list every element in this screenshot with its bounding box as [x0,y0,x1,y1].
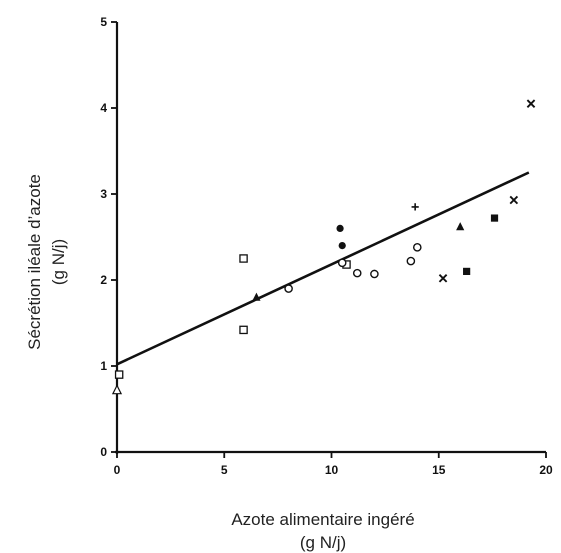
y-tick-label: 2 [100,273,107,287]
point-open-square [114,370,124,379]
point-open-circle [337,258,347,268]
point-open-circle [352,268,362,278]
point-open-circle [370,269,379,279]
x-tick-label: 0 [114,463,121,477]
regression-line [116,171,530,366]
y-axis-title-line-1: Sécrétion iléale d’azote [25,174,44,350]
y-tick-label: 5 [100,15,107,29]
x-axis-title-line-2: (g N/j) [300,533,346,552]
point-plus [411,203,419,211]
axes [115,22,546,454]
regression-line-group [116,171,530,366]
y-tick-label: 1 [100,359,107,373]
y-tick-label: 4 [100,101,107,115]
y-tick-label: 3 [100,187,107,201]
x-ticks: 0 5 10 15 20 [114,452,553,477]
point-open-triangle [111,384,123,395]
point-cross [438,274,448,283]
x-tick-label: 15 [432,463,446,477]
x-tick-label: 5 [221,463,228,477]
point-open-circle [406,256,416,266]
x-tick-label: 20 [539,463,553,477]
y-ticks: 0 1 2 3 4 5 [100,15,117,459]
x-axis-title-line-1: Azote alimentaire ingéré [231,510,414,529]
x-tick-label: 10 [325,463,339,477]
point-filled-circle [338,242,346,250]
data-points [111,99,536,395]
point-open-square [239,325,248,335]
point-filled-square [463,267,471,275]
y-axis-title-line-2: (g N/j) [49,239,68,285]
point-filled-circle [336,224,344,232]
point-open-circle [412,243,422,252]
point-filled-triangle [456,222,465,231]
y-tick-label: 0 [100,445,107,459]
point-cross [509,195,519,205]
point-cross [526,99,536,108]
point-open-circle [284,284,293,293]
point-filled-triangle [252,292,261,301]
point-filled-square [490,214,499,222]
point-open-square [239,254,248,263]
